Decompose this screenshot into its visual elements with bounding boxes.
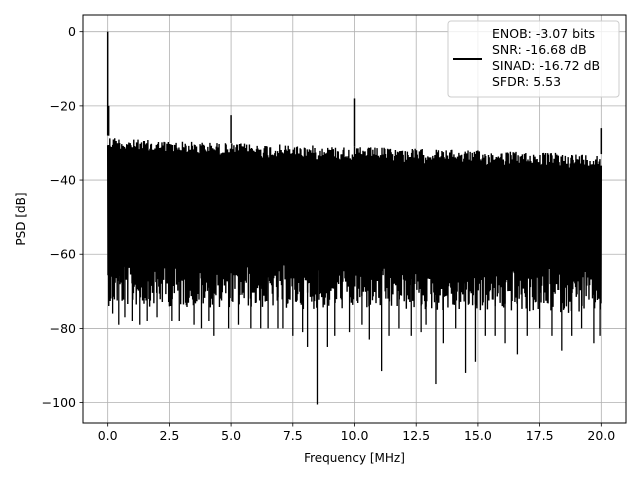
y-tick-label: 0 — [68, 24, 76, 39]
legend: ENOB: -3.07 bits SNR: -16.68 dB SINAD: -… — [447, 20, 620, 98]
legend-enob-text: ENOB: -3.07 bits — [492, 26, 595, 41]
x-tick-label: 12.5 — [402, 428, 430, 443]
y-axis-label: PSD [dB] — [14, 192, 28, 245]
x-axis-label: Frequency [MHz] — [304, 451, 405, 465]
y-tick-label: −40 — [50, 173, 76, 188]
legend-sfdr-text: SFDR: 5.53 — [492, 74, 561, 89]
ticks-layer: 0.0 2.5 5.0 7.5 10.0 12.5 15.0 17.5 20.0 0 −20 −40 −… — [42, 24, 616, 443]
legend-snr-text: SNR: -16.68 dB — [492, 42, 587, 57]
y-tick-label: −20 — [50, 98, 76, 113]
legend-box — [447, 20, 620, 98]
x-tick-label: 5.0 — [221, 428, 241, 443]
x-tick-label: 10.0 — [341, 428, 369, 443]
y-tick-label: −100 — [42, 395, 76, 410]
y-tick-label: −60 — [50, 247, 76, 262]
x-tick-label: 15.0 — [464, 428, 492, 443]
x-tick-label: 2.5 — [159, 428, 179, 443]
x-tick-label: 7.5 — [283, 428, 303, 443]
y-tick-label: −80 — [50, 321, 76, 336]
x-tick-label: 17.5 — [526, 428, 554, 443]
x-tick-label: 20.0 — [587, 428, 615, 443]
psd-noise-trace — [106, 138, 603, 313]
series-layer — [106, 31, 603, 405]
legend-sinad-text: SINAD: -16.72 dB — [492, 58, 600, 73]
x-tick-label: 0.0 — [98, 428, 118, 443]
